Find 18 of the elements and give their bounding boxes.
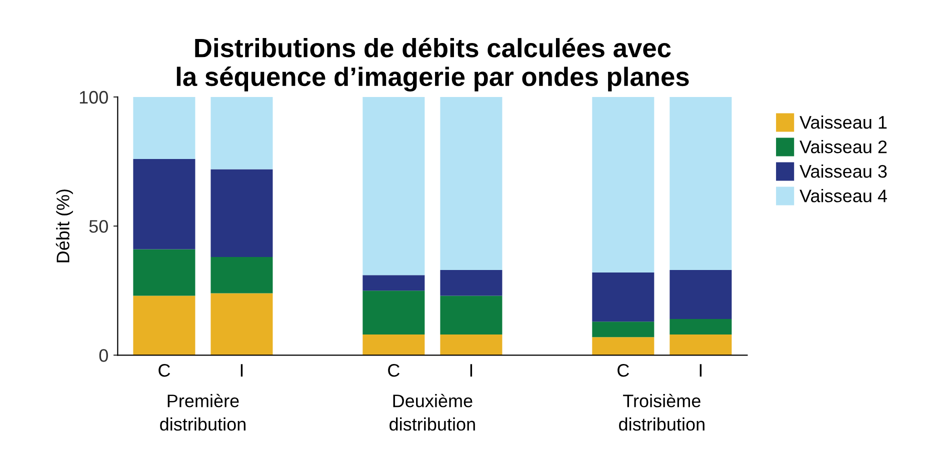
chart-title: Distributions de débits calculées avec la séquence d’imagerie par ondes planes — [176, 38, 689, 92]
y-tick-label: 50 — [89, 220, 108, 233]
x-tick-label: C — [388, 364, 400, 377]
text: Première distribution — [160, 394, 246, 431]
legend-label: Vaisseau 2 — [800, 140, 887, 154]
legend-label: Vaisseau 1 — [800, 115, 887, 129]
x-tick-label: C — [158, 364, 170, 377]
x-tick-label: I — [700, 364, 702, 377]
y-tick-label: 100 — [80, 90, 108, 104]
text: Deuxième distribution — [390, 394, 475, 431]
y-axis-title: Débit (%) — [56, 190, 73, 262]
y-tick-label: 0 — [99, 349, 108, 362]
legend-label: Vaisseau 4 — [800, 189, 887, 202]
x-tick-label: C — [618, 364, 629, 377]
x-tick-label: I — [470, 364, 472, 377]
legend-label: Vaisseau 3 — [800, 164, 887, 178]
text: Troisième distribution — [619, 394, 704, 431]
x-tick-label: I — [240, 364, 243, 377]
